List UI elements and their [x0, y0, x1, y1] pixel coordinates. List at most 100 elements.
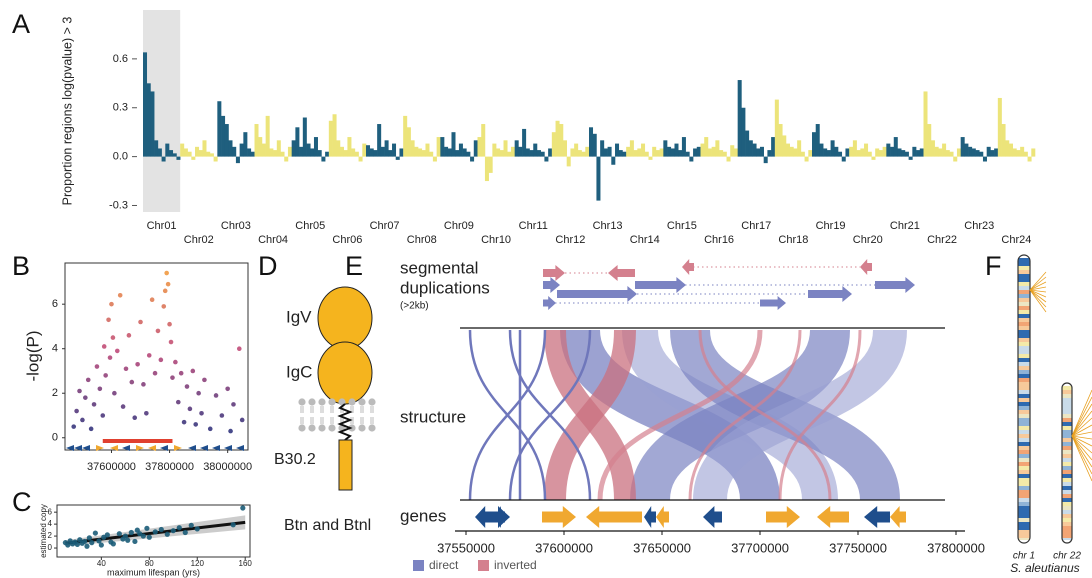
point — [135, 362, 140, 367]
x-tick-label: Chr21 — [890, 220, 920, 232]
point — [144, 526, 149, 531]
bar — [745, 131, 749, 157]
x-tick-label: Chr15 — [667, 220, 697, 232]
bar — [868, 152, 872, 157]
bar — [451, 132, 455, 156]
panel-letter: C — [12, 487, 32, 517]
bar — [823, 148, 827, 156]
point — [176, 400, 181, 405]
x-tick-label: Chr12 — [555, 234, 585, 246]
b30-domain — [339, 440, 352, 490]
arrow — [703, 506, 722, 528]
bar — [976, 150, 980, 157]
band — [1018, 330, 1030, 334]
lipid-tail — [331, 406, 333, 413]
lipid-tail — [331, 417, 333, 424]
bar — [935, 147, 939, 157]
bar — [1009, 144, 1013, 157]
bar — [693, 148, 697, 156]
point — [202, 378, 207, 383]
bar — [511, 147, 515, 157]
bar — [292, 140, 296, 156]
band — [1062, 450, 1072, 454]
band — [1018, 518, 1030, 522]
bar — [630, 140, 634, 156]
band — [1018, 450, 1030, 454]
bar — [682, 137, 686, 157]
bar — [615, 144, 619, 157]
y-tick-label: -0.3 — [109, 199, 128, 211]
bar — [518, 147, 522, 157]
bar — [336, 140, 340, 156]
band — [1018, 370, 1030, 374]
x-tick-label: Chr05 — [295, 220, 325, 232]
bar — [775, 100, 779, 157]
bar — [496, 148, 500, 156]
band — [1018, 526, 1030, 530]
arrow — [766, 506, 800, 528]
bar — [723, 152, 727, 157]
arrow — [890, 506, 906, 528]
bar — [964, 144, 968, 157]
bar — [648, 157, 652, 160]
bar — [589, 127, 593, 156]
band — [1018, 438, 1030, 442]
point — [214, 393, 219, 398]
bar — [924, 91, 928, 156]
lipid-head — [298, 424, 305, 431]
figure: A B C D E F IgV IgC B30.2 Btn and Btnl s… — [0, 0, 1092, 578]
bar — [504, 140, 508, 156]
chromosome-label: chr 1 — [1013, 551, 1035, 562]
bar — [894, 137, 898, 157]
bar — [912, 147, 916, 157]
band — [1018, 482, 1030, 486]
chromosome-label: chr 22 — [1053, 551, 1081, 562]
y-tick-label: 6 — [52, 298, 58, 310]
bar — [834, 147, 838, 157]
x-tick-label: Chr10 — [481, 234, 511, 246]
point — [87, 535, 92, 540]
bar — [202, 140, 206, 156]
band — [1018, 314, 1030, 318]
bar — [611, 157, 615, 165]
point — [167, 322, 172, 327]
point — [147, 353, 152, 358]
species-label: S. aleutianus — [1010, 561, 1079, 575]
band — [1018, 362, 1030, 366]
point — [182, 420, 187, 425]
bar — [355, 152, 359, 157]
bar — [478, 137, 482, 157]
band — [1062, 398, 1072, 402]
point — [93, 530, 98, 535]
bar — [987, 147, 991, 157]
band — [1062, 442, 1072, 446]
bar — [295, 127, 299, 156]
bar — [485, 157, 489, 181]
bar — [281, 152, 285, 157]
bar — [968, 147, 972, 157]
band — [1062, 502, 1072, 506]
legend-swatch — [413, 560, 424, 571]
point — [118, 293, 123, 298]
band — [1018, 414, 1030, 418]
bar — [440, 137, 444, 157]
legend-label: inverted — [494, 558, 537, 572]
lipid-tail — [301, 406, 303, 413]
bar — [411, 140, 415, 156]
band — [1018, 354, 1030, 358]
band — [1062, 406, 1072, 410]
band — [1062, 522, 1072, 526]
bar — [429, 152, 433, 157]
arrow — [608, 265, 635, 281]
band — [1062, 530, 1072, 534]
x-tick-label: 37800000 — [145, 461, 194, 473]
x-tick-label: Chr18 — [778, 234, 808, 246]
band — [1018, 474, 1030, 478]
bar — [767, 150, 771, 157]
bar — [515, 140, 519, 156]
bar — [180, 144, 184, 157]
arrow — [656, 506, 669, 528]
point — [144, 411, 149, 416]
lipid-tail — [321, 417, 323, 424]
arrow — [808, 286, 852, 302]
